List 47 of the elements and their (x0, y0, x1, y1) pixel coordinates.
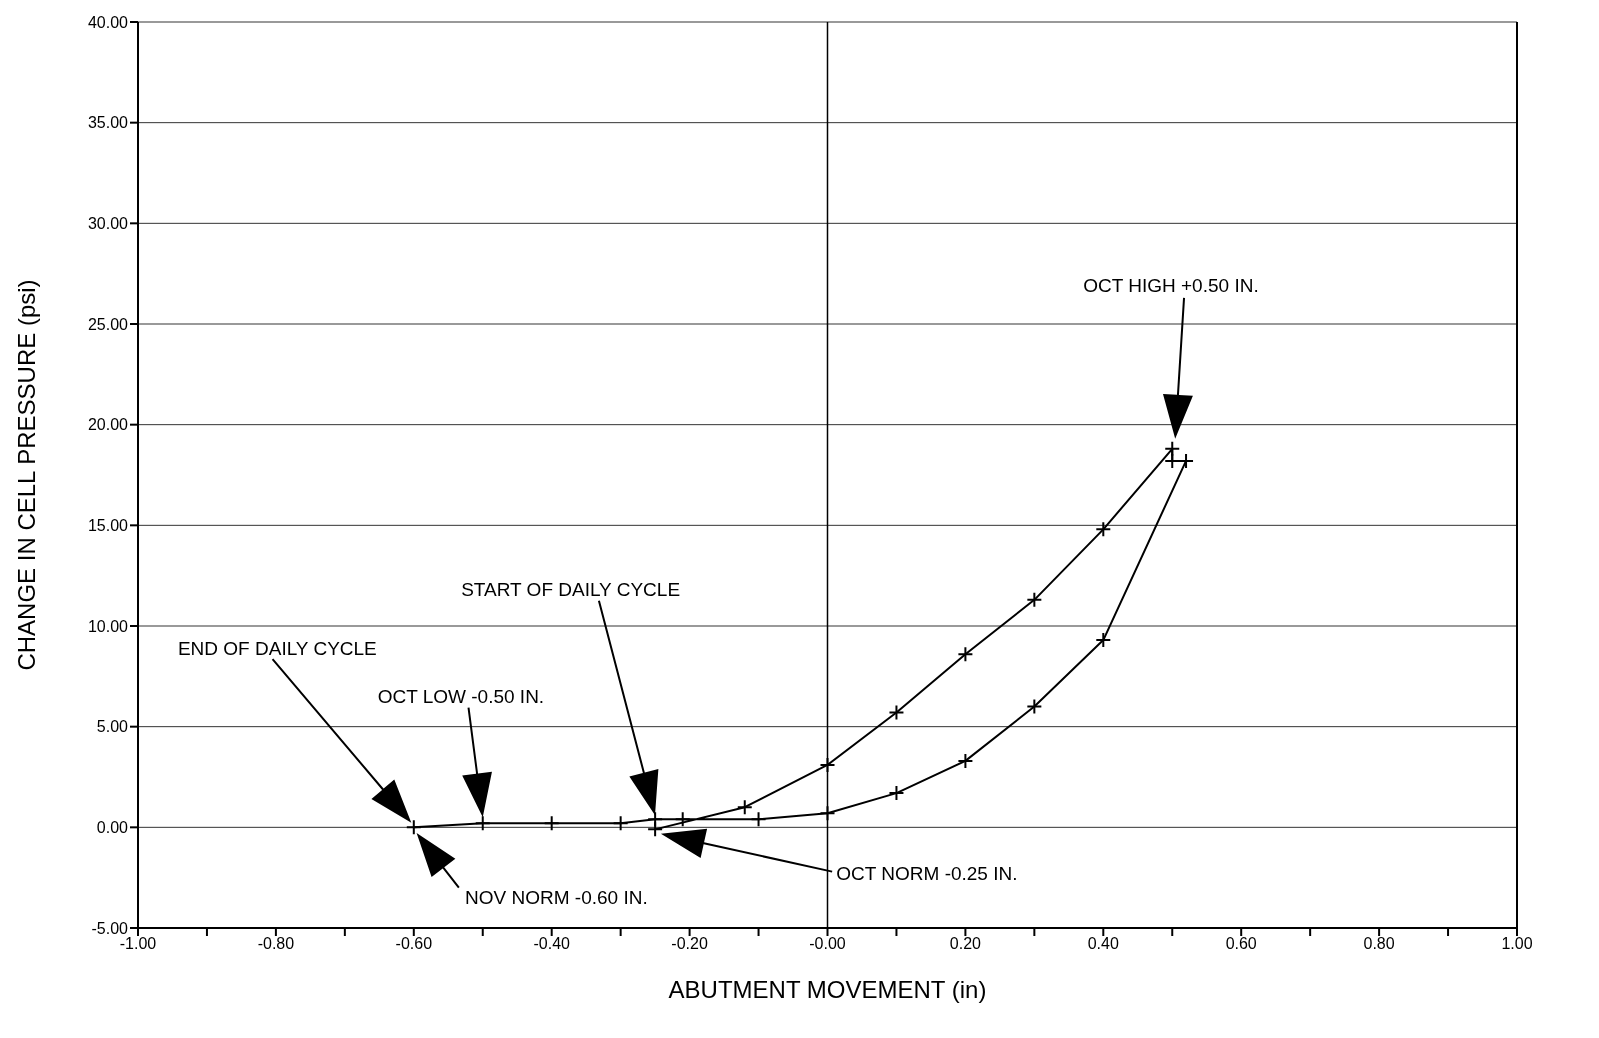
point (543, 815, 560, 832)
point (1095, 632, 1112, 649)
point (1026, 698, 1043, 715)
x-tick-label: -0.20 (671, 935, 708, 953)
x-tick-label: -1.00 (119, 935, 157, 953)
point (674, 811, 691, 828)
y-tick-label: 35.00 (87, 114, 129, 132)
point (612, 815, 629, 832)
x-tick-label: 0.20 (949, 935, 982, 953)
y-tick-label: 5.00 (96, 718, 129, 736)
x-tick-label: 0.80 (1363, 935, 1395, 953)
point (819, 805, 836, 822)
point (819, 756, 836, 773)
y-tick-label: 15.00 (87, 517, 129, 535)
y-tick-label: 40.00 (87, 13, 129, 31)
x-tick-label: 1.00 (1501, 935, 1533, 953)
point (474, 815, 491, 832)
annotation: START OF DAILY CYCLE (461, 579, 681, 601)
y-tick-label: 30.00 (87, 215, 129, 233)
y-tick-label: 0.00 (96, 819, 129, 837)
point (750, 811, 767, 828)
x-axis-title: ABUTMENT MOVEMENT (in) (668, 976, 987, 1003)
x-tick-label: -0.60 (395, 935, 433, 953)
y-axis-title: CHANGE IN CELL PRESSURE (psi) (12, 279, 40, 671)
point (736, 799, 753, 816)
annotation: NOV NORM -0.60 IN. (465, 887, 648, 909)
point (1026, 591, 1043, 608)
y-tick-label: -5.00 (91, 919, 129, 937)
annotation: OCT NORM -0.25 IN. (836, 863, 1018, 885)
x-tick-label: -0.80 (257, 935, 295, 953)
annotation: OCT HIGH +0.50 IN. (1083, 275, 1259, 297)
point (405, 819, 422, 836)
annotation: OCT LOW -0.50 IN. (377, 685, 545, 707)
x-tick-label: 0.60 (1225, 935, 1257, 953)
x-tick-label: 0.40 (1087, 935, 1119, 953)
x-tick-label: -0.40 (533, 935, 571, 953)
annotation: END OF DAILY CYCLE (177, 637, 377, 659)
y-tick-label: 25.00 (87, 315, 129, 333)
point (888, 785, 905, 802)
point (1164, 440, 1181, 457)
x-tick-label: -0.00 (809, 935, 846, 953)
point (888, 704, 905, 721)
point (1095, 521, 1112, 538)
point (957, 646, 974, 663)
y-tick-label: 10.00 (87, 617, 129, 635)
y-tick-label: 20.00 (87, 416, 129, 434)
point (957, 752, 974, 769)
